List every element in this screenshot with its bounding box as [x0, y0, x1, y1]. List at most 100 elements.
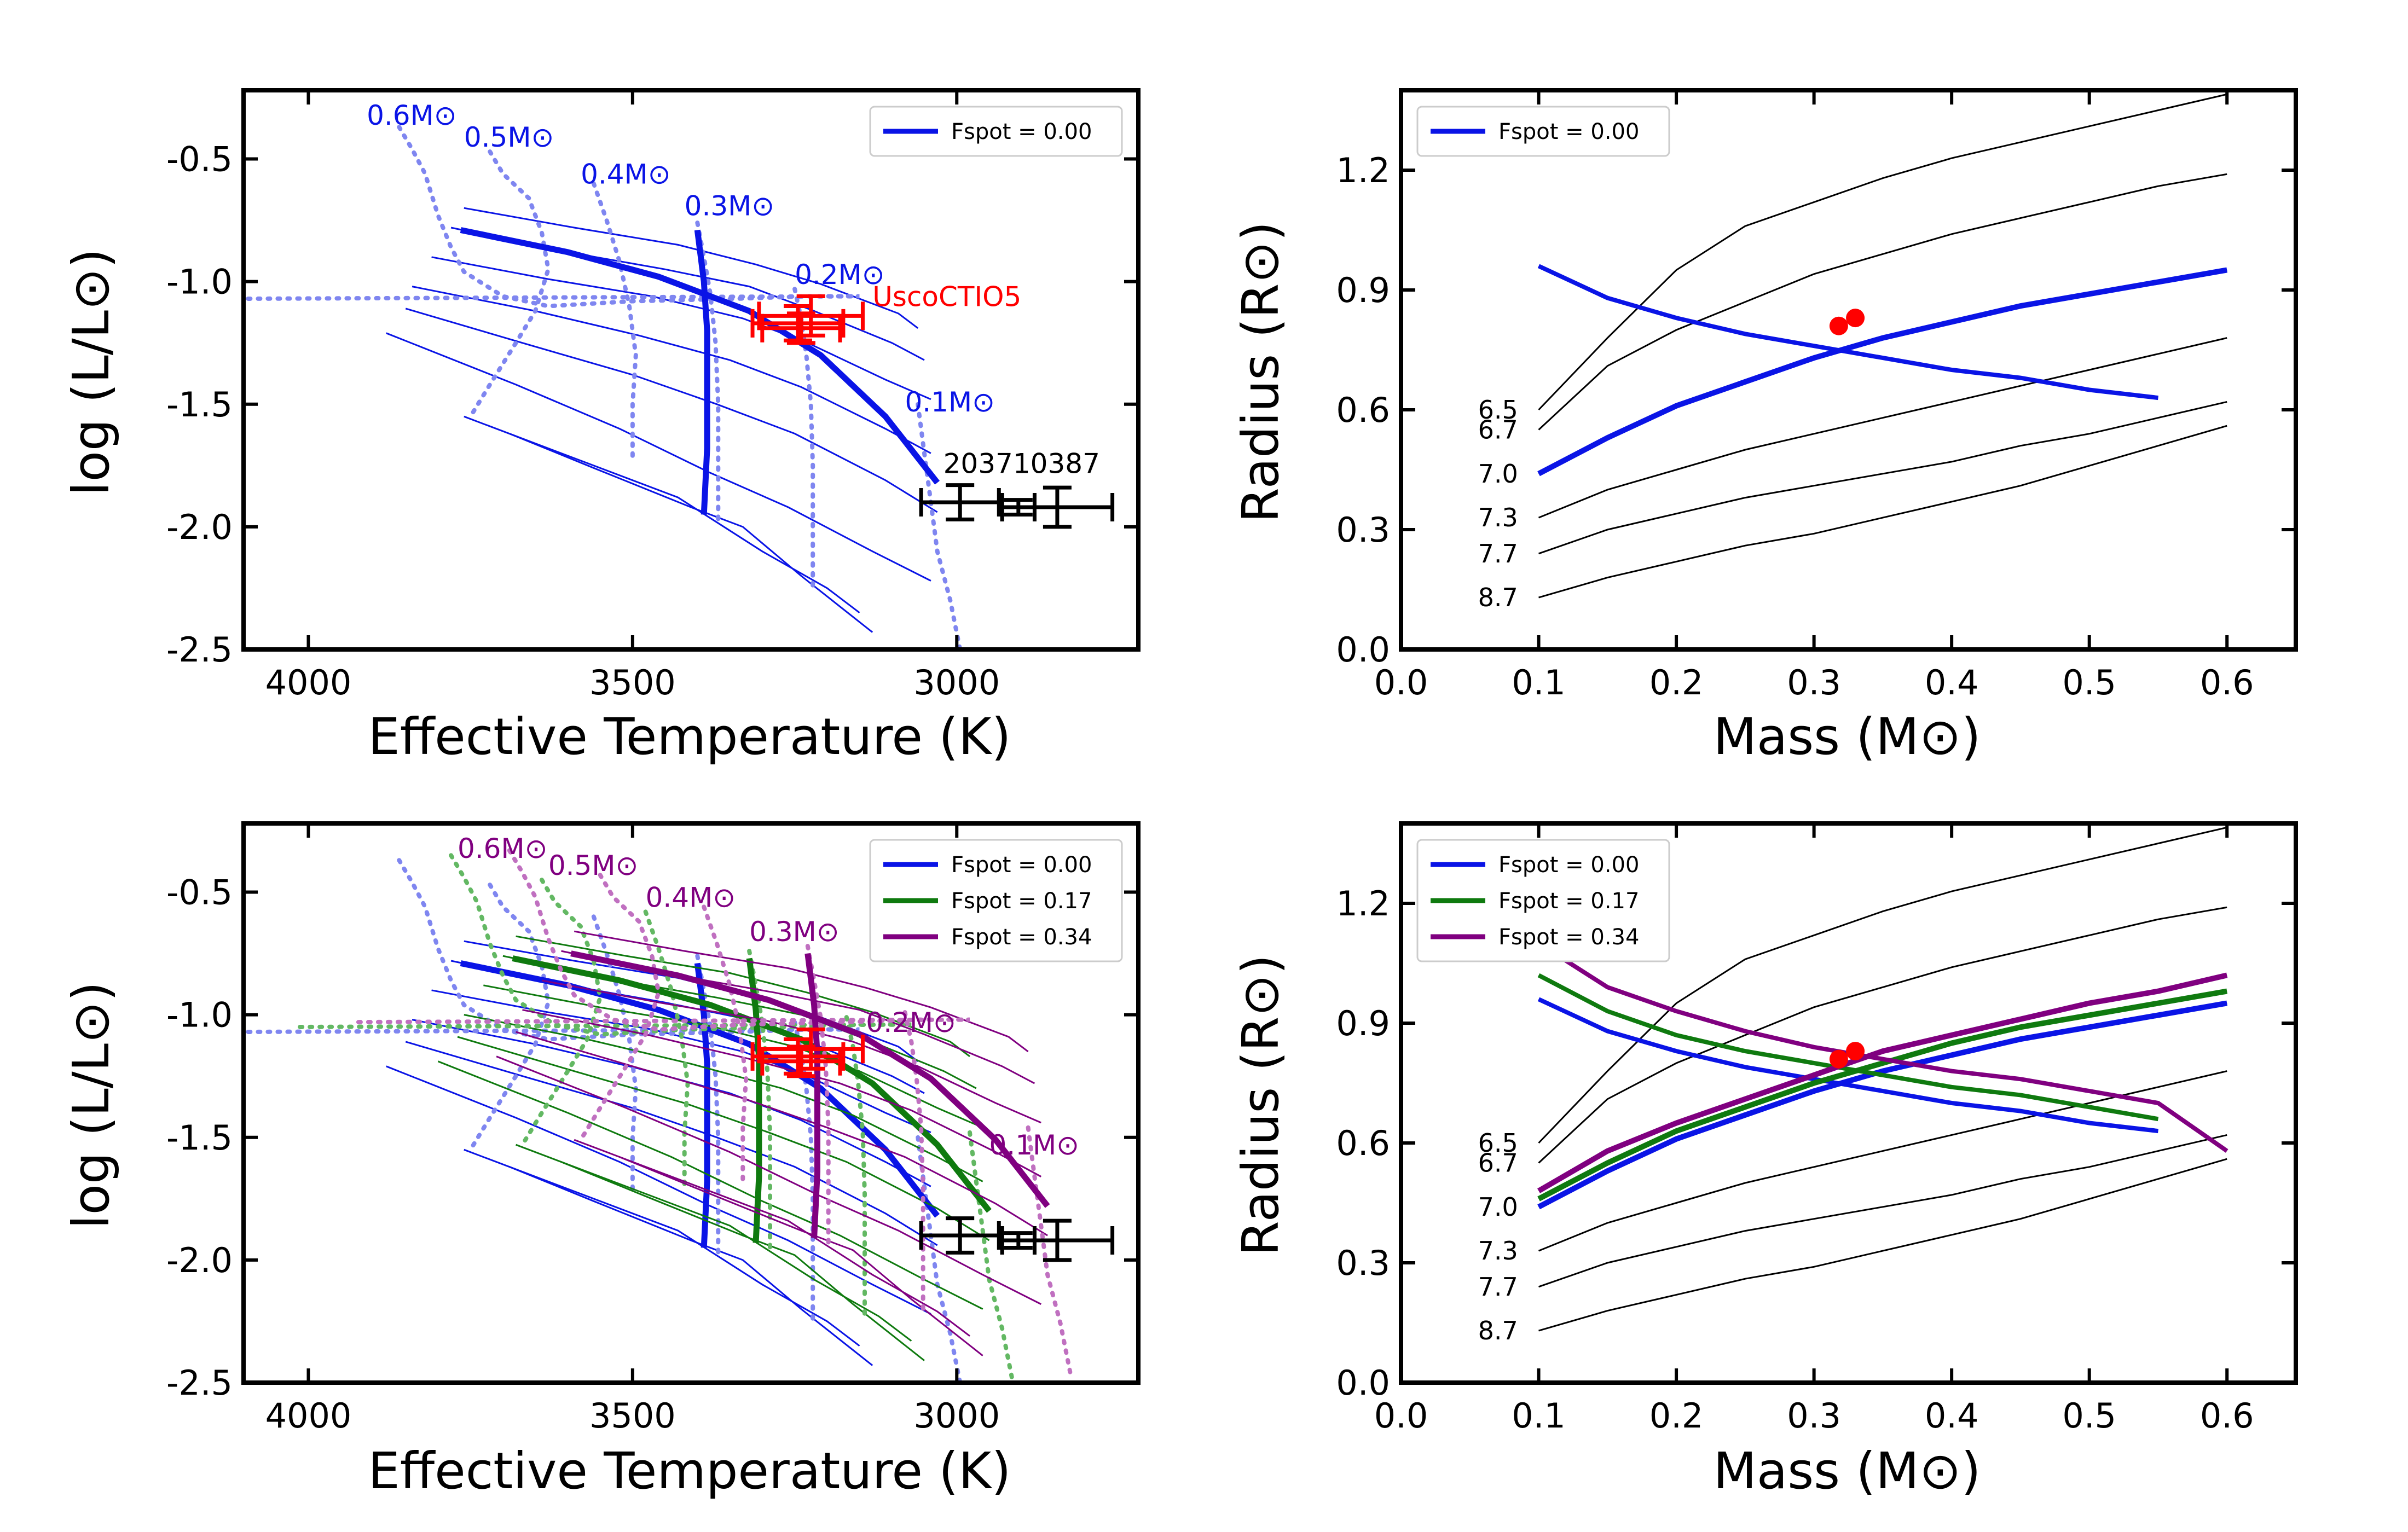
x-tick-label: 0.6 — [2200, 1396, 2254, 1436]
mass-track-curve — [1537, 264, 2158, 401]
legend-label: Fspot = 0.34 — [951, 925, 1092, 950]
mass-label: 0.1M⊙ — [989, 1129, 1080, 1161]
error-bar — [760, 1044, 842, 1078]
y-tick-label: 0.9 — [1336, 1003, 1390, 1043]
mass-track — [293, 853, 912, 1037]
y-tick-label: -1.5 — [166, 385, 233, 425]
isochrone-line — [431, 256, 931, 401]
mass-track — [747, 949, 772, 1250]
x-axis-label: Effective Temperature (K) — [368, 707, 1011, 766]
mass-track — [805, 944, 831, 1245]
mass-label: 0.4M⊙ — [646, 881, 736, 913]
age-label: 7.3 — [1478, 503, 1518, 532]
mass-label: 0.4M⊙ — [581, 158, 671, 190]
age-label: 6.5 — [1478, 1128, 1518, 1158]
isochrone-line — [541, 979, 1041, 1124]
mass-label: 0.3M⊙ — [749, 916, 840, 948]
thick-age-curve — [1537, 988, 2228, 1202]
age-isochrone — [1538, 906, 2227, 1164]
y-tick-label: -1.0 — [166, 995, 233, 1035]
target-label: UscoCTIO5 — [872, 281, 1021, 312]
age-isochrone — [1538, 425, 2227, 599]
x-tick-label: 0.5 — [2062, 663, 2116, 703]
thick-age-curve — [1537, 267, 2228, 477]
legend: Fspot = 0.00 — [869, 106, 1123, 157]
legend: Fspot = 0.00 Fspot = 0.17 Fspot = 0.34 — [869, 839, 1123, 962]
mass-track — [591, 914, 638, 1199]
age-label: 6.5 — [1478, 395, 1518, 425]
age-isochrone — [1538, 93, 2227, 411]
target-label: 203710387 — [943, 448, 1100, 479]
x-tick-label: 0.3 — [1787, 663, 1841, 703]
x-tick-label: 0.3 — [1787, 1396, 1841, 1436]
y-tick-label: 1.2 — [1336, 884, 1390, 924]
target-point — [1829, 316, 1848, 335]
mass-label: 0.5M⊙ — [548, 850, 639, 881]
mass-track — [902, 1010, 925, 1314]
y-tick-label: 0.3 — [1336, 510, 1390, 550]
y-tick-label: 0.0 — [1336, 1363, 1390, 1403]
x-tick-label: 0.1 — [1512, 1396, 1566, 1436]
series-034 — [351, 848, 1073, 1376]
mass-label: 0.5M⊙ — [464, 121, 554, 153]
y-tick-label: -2.5 — [166, 630, 233, 670]
x-axis-label: Mass (M⊙) — [1713, 707, 1981, 766]
legend-label: Fspot = 0.00 — [951, 852, 1092, 878]
y-tick-label: -1.0 — [166, 262, 233, 302]
isochrone-line — [464, 207, 919, 329]
thick-mass-track — [746, 958, 762, 1243]
y-tick-label: 0.9 — [1336, 270, 1390, 310]
mass-label: 0.2M⊙ — [795, 259, 885, 291]
plot-area — [1537, 826, 2228, 1332]
x-tick-label: 3500 — [589, 663, 676, 703]
legend-label: Fspot = 0.17 — [951, 889, 1092, 914]
isochrone-line — [574, 930, 1029, 1053]
error-bar — [750, 304, 846, 343]
x-tick-label: 4000 — [265, 1396, 352, 1436]
mass-track — [1026, 1125, 1073, 1376]
y-axis-label: log (L/L⊙) — [62, 248, 120, 496]
axes-frame — [241, 88, 1141, 652]
legend: Fspot = 0.00 — [1416, 106, 1670, 157]
legend-box — [869, 106, 1123, 157]
mass-track-curve — [1537, 941, 2228, 1153]
y-tick-label: -0.5 — [166, 140, 233, 179]
age-isochrone — [1538, 401, 2227, 555]
mass-track — [591, 181, 638, 466]
axis-ticks: 4000 3500 3000 -0.5 -1.0 -1.5 -2.0 -2.5 — [166, 90, 1138, 703]
error-bar — [1000, 1218, 1115, 1262]
mass-track — [468, 149, 551, 419]
error-bar — [760, 311, 842, 345]
x-tick-label: 3000 — [913, 1396, 1000, 1436]
mass-track — [695, 220, 721, 522]
mass-label: 0.6M⊙ — [367, 100, 457, 131]
mass-track-curve — [1537, 997, 2158, 1134]
x-tick-label: 3500 — [589, 1396, 676, 1436]
y-axis-label: Radius (R⊙) — [1231, 222, 1290, 523]
x-tick-label: 0.0 — [1374, 1396, 1428, 1436]
y-tick-label: -2.5 — [166, 1363, 233, 1403]
mass-label: 0.3M⊙ — [685, 190, 775, 222]
mass-track — [520, 878, 603, 1147]
legend-box — [1416, 106, 1670, 157]
legend-label: Fspot = 0.17 — [1498, 889, 1639, 914]
hr-diagram-bottom: Effective Temperature (K) log (L/L⊙) 400… — [62, 821, 1141, 1500]
age-isochrone — [1538, 1070, 2227, 1252]
mass-label: 0.1M⊙ — [905, 386, 995, 418]
target-point — [1846, 309, 1865, 328]
legend-label: Fspot = 0.00 — [1498, 119, 1639, 144]
isochrone-line — [405, 1041, 938, 1246]
axes-frame — [1399, 821, 2298, 1385]
isochrone-line — [386, 1065, 931, 1315]
x-tick-label: 0.6 — [2200, 663, 2254, 703]
isochrone-line — [516, 1031, 1048, 1237]
y-tick-label: 0.0 — [1336, 630, 1390, 670]
age-isochrone — [1538, 1158, 2227, 1332]
x-axis-label: Mass (M⊙) — [1713, 1442, 1981, 1500]
mass-track — [968, 1130, 1014, 1380]
error-bar — [919, 483, 1001, 521]
legend: Fspot = 0.00 Fspot = 0.17 Fspot = 0.34 — [1416, 839, 1670, 962]
x-tick-label: 4000 — [265, 663, 352, 703]
